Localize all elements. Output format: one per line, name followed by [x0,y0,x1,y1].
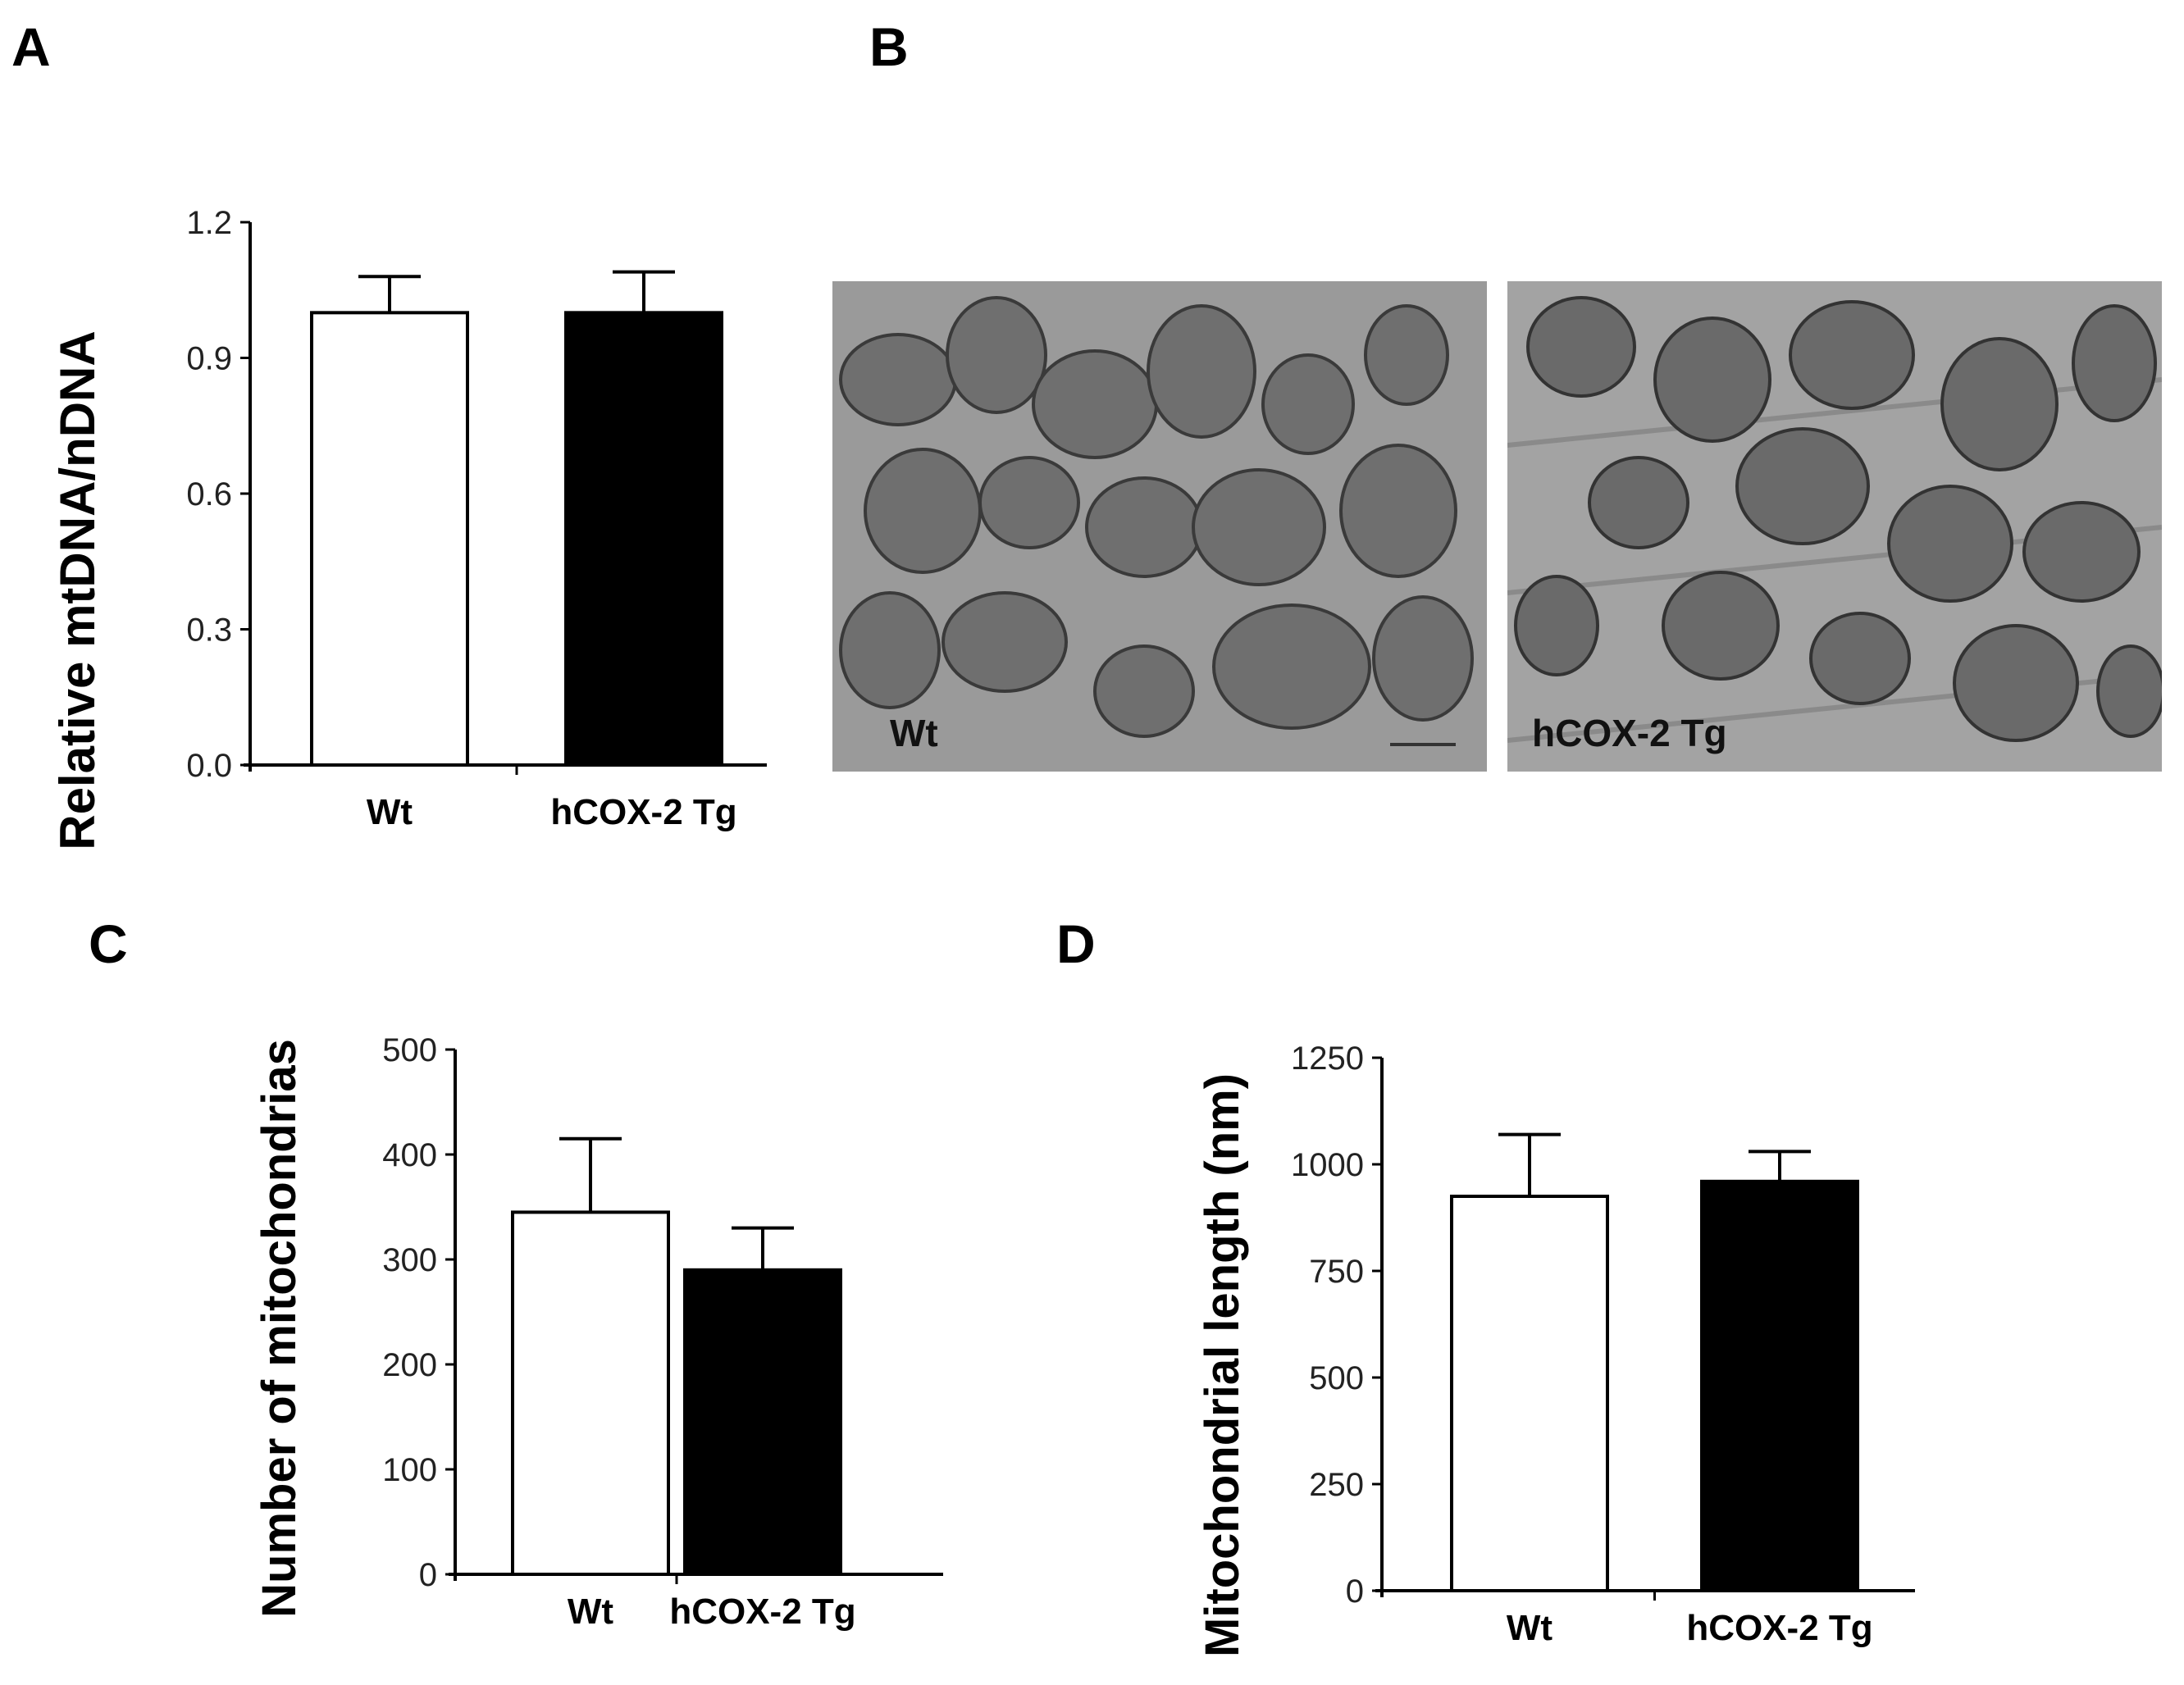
bar-d-0 [1450,1195,1609,1592]
bar-a-1 [564,311,723,767]
chart-d: Mitochondrial length (nm) 0 250 500 750 1000… [1196,1041,1915,1657]
panel-letter-a: A [11,16,51,77]
plot-d: 0 250 500 750 1000 1250 Wt hCOX-2 Tg [1291,1041,1915,1648]
category-label-c-0: Wt [568,1592,614,1632]
em-image-wt: Wt [832,281,1487,772]
bar-c-0 [511,1210,670,1576]
y-tick-label-c-3: 300 [382,1242,437,1278]
em-label-tg: hCOX-2 Tg [1532,712,1727,754]
y-tick-label-c-0: 0 [419,1557,437,1593]
y-tick-label-c-2: 200 [382,1347,437,1383]
y-tick-label-c-1: 100 [382,1452,437,1488]
panel-letter-c: C [89,913,128,974]
em-texture-tg [1507,281,2162,772]
em-texture-wt [832,281,1487,772]
category-label-a-1: hCOX-2 Tg [550,792,736,832]
y-tick-label-d-0: 0 [1346,1573,1364,1610]
y-tick-label-d-3: 750 [1309,1254,1364,1290]
y-tick-label-d-1: 250 [1309,1467,1364,1503]
panel-letter-b: B [869,16,909,77]
em-label-wt: Wt [890,712,938,754]
bar-c-1 [683,1268,842,1576]
y-tick-label-c-5: 500 [382,1032,437,1068]
y-tick-label-a-2: 0.6 [186,476,232,512]
y-tick-label-c-4: 400 [382,1137,437,1173]
ylabel-a: Relative mtDNA/nDNA [50,330,105,849]
y-tick-label-a-4: 1.2 [186,205,232,241]
ylabel-d: Mitochondrial length (nm) [1196,1073,1249,1657]
y-tick-label-d-4: 1000 [1291,1147,1364,1183]
y-tick-label-d-2: 500 [1309,1360,1364,1396]
bar-a-0 [310,311,469,767]
plot-a: 0.0 0.3 0.6 0.9 1.2 Wt hCOX-2 Tg [186,205,767,832]
y-tick-label-a-1: 0.3 [186,613,232,649]
ylabel-c: Number of mitochondrias [253,1039,306,1618]
category-label-d-1: hCOX-2 Tg [1686,1608,1872,1648]
panel-letter-d: D [1056,913,1096,974]
category-label-c-1: hCOX-2 Tg [669,1592,855,1632]
y-tick-label-a-3: 0.9 [186,341,232,377]
chart-c: Number of mitochondrias 0 100 200 300 400 500… [253,1032,943,1632]
y-tick-label-a-0: 0.0 [186,748,232,784]
em-image-tg: hCOX-2 Tg [1507,281,2162,772]
plot-c: 0 100 200 300 400 500 Wt hCOX-2 Tg [382,1032,943,1632]
chart-a: Relative mtDNA/nDNA 0.0 0.3 0.6 0.9 1.2 Wt hCO… [50,205,767,850]
category-label-a-0: Wt [367,792,413,832]
bar-d-1 [1700,1179,1859,1592]
category-label-d-0: Wt [1507,1608,1553,1648]
y-tick-label-d-5: 1250 [1291,1041,1364,1077]
